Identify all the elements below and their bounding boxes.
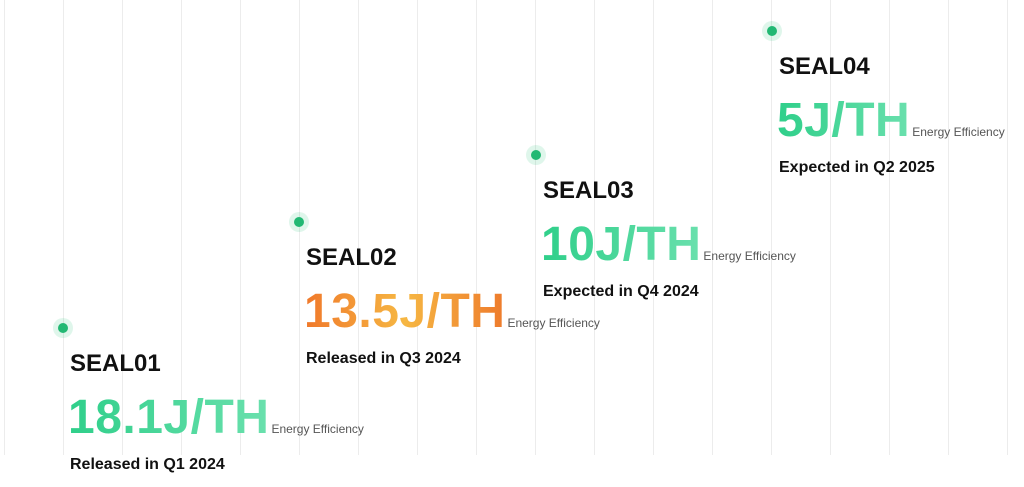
efficiency-label: Energy Efficiency [271,422,364,436]
grid-line [1007,0,1008,455]
efficiency-label: Energy Efficiency [912,125,1005,139]
grid-line [535,0,536,455]
grid-line [181,0,182,455]
grid-line [358,0,359,455]
timeline-item: SEAL02 13.5J/TH Energy Efficiency Release… [289,212,600,372]
efficiency-label: Energy Efficiency [703,249,796,263]
grid-line [889,0,890,455]
timeline-dot [526,145,546,165]
release-status: Released in Q3 2024 [306,350,461,367]
efficiency: 18.1J/TH [68,391,270,444]
grid-line [712,0,713,455]
grid-line [948,0,949,455]
product-name: SEAL03 [543,177,634,204]
timeline-item: SEAL03 10J/TH Energy Efficiency Expected … [526,145,796,305]
timeline-item: SEAL04 5J/TH Energy Efficiency Expected i… [762,21,1024,181]
grid-line [476,0,477,455]
grid-line [299,0,300,455]
grid-line [4,0,5,455]
efficiency: 5J/TH [777,94,911,147]
efficiency-label: Energy Efficiency [507,316,600,330]
timeline-item: SEAL01 18.1J/TH Energy Efficiency Release… [53,318,364,478]
efficiency-row: 5J/TH Energy Efficiency [777,93,1005,148]
release-status: Expected in Q2 2025 [779,159,935,176]
efficiency-row: 18.1J/TH Energy Efficiency [68,390,364,445]
grid-line [771,0,772,455]
timeline-dot [53,318,73,338]
grid-line [653,0,654,455]
efficiency: 10J/TH [541,218,702,271]
grid-line [417,0,418,455]
grid-line [63,0,64,455]
release-status: Expected in Q4 2024 [543,283,699,300]
timeline-dot [289,212,309,232]
efficiency-row: 13.5J/TH Energy Efficiency [304,284,600,339]
product-name: SEAL02 [306,244,397,271]
efficiency-row: 10J/TH Energy Efficiency [541,217,796,272]
release-status: Released in Q1 2024 [70,456,225,473]
product-name: SEAL04 [779,53,870,80]
timeline-dot [762,21,782,41]
efficiency: 13.5J/TH [304,285,506,338]
product-name: SEAL01 [70,350,161,377]
grid-line [122,0,123,455]
grid-line [240,0,241,455]
grid-line [830,0,831,455]
grid-line [594,0,595,455]
